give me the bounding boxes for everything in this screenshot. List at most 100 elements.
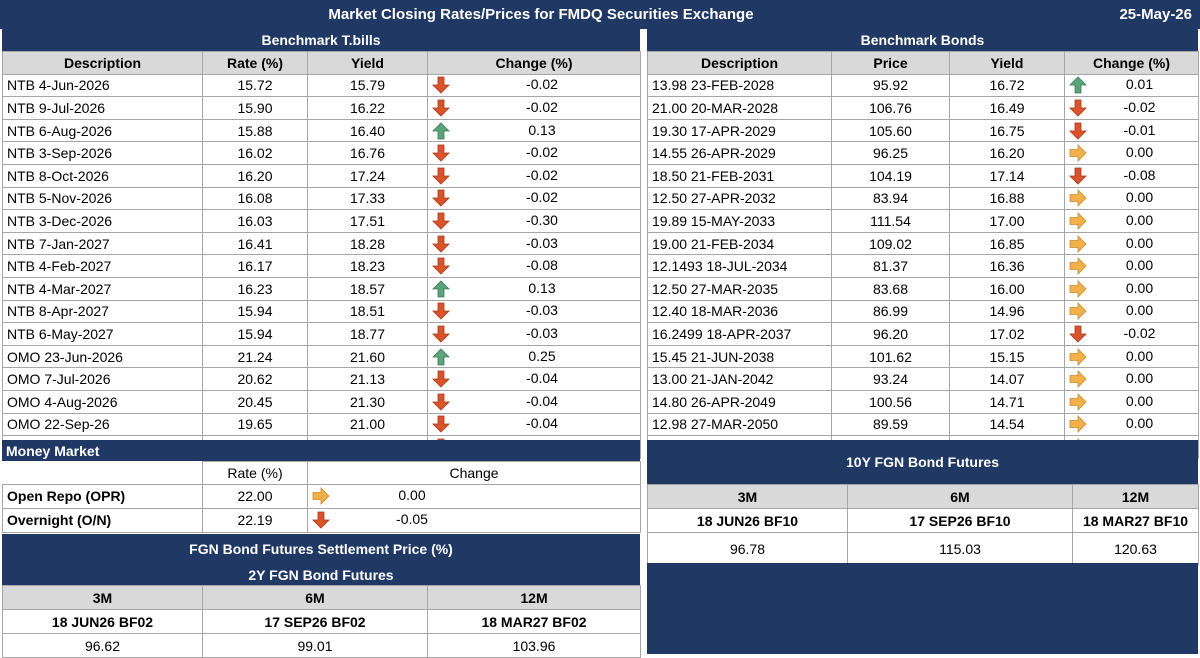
description-cell: NTB 3-Sep-2026 <box>2 141 203 165</box>
money-market-table: Rate (%) Change Open Repo (OPR) 22.00 0.00… <box>2 461 641 533</box>
settlement-price-cell: 115.03 <box>847 532 1073 565</box>
change-value: 0.00 <box>1125 415 1154 432</box>
description-cell: NTB 7-Jan-2027 <box>2 231 203 256</box>
change-cell: 0.00 <box>1064 299 1199 324</box>
contract-cell: 17 SEP26 BF02 <box>202 609 428 634</box>
yield-cell: 17.24 <box>307 163 428 188</box>
orange-right-arrow-icon <box>1069 279 1089 298</box>
change-value: -0.03 <box>526 234 558 251</box>
tbill-row: NTB 3-Dec-2026 16.03 17.51 -0.30 <box>2 209 641 233</box>
red-down-arrow-icon <box>432 76 452 94</box>
mm-rate-header: Rate (%) <box>202 461 308 485</box>
change-value: 0.00 <box>1125 279 1154 296</box>
change-value: -0.04 <box>526 392 558 409</box>
title-bar: Market Closing Rates/Prices for FMDQ Sec… <box>0 0 1200 29</box>
yield-cell: 18.51 <box>307 299 428 324</box>
price-cell: 101.62 <box>831 344 950 369</box>
description-cell: NTB 8-Oct-2026 <box>2 163 203 188</box>
contract-cell: 18 JUN26 BF10 <box>647 508 848 533</box>
red-down-arrow-icon <box>432 144 452 162</box>
description-cell: 12.1493 18-JUL-2034 <box>647 254 832 278</box>
red-down-arrow-icon <box>432 257 452 275</box>
change-value: 0.01 <box>1125 76 1154 93</box>
tbill-row: NTB 4-Jun-2026 15.72 15.79 -0.02 <box>2 73 641 98</box>
description-cell: 19.89 15-MAY-2033 <box>647 209 832 233</box>
change-value: -0.04 <box>526 415 558 432</box>
change-cell: -0.04 <box>427 389 641 414</box>
futures-2y-title: 2Y FGN Bond Futures <box>2 564 640 585</box>
orange-right-arrow-icon <box>1069 392 1089 411</box>
orange-right-arrow-icon <box>1069 257 1089 276</box>
description-cell: NTB 4-Mar-2027 <box>2 276 203 301</box>
yield-cell: 16.40 <box>307 118 428 143</box>
price-cell: 96.25 <box>831 141 950 165</box>
change-value: 0.00 <box>1125 189 1154 206</box>
yield-cell: 16.75 <box>949 118 1065 143</box>
change-cell: -0.02 <box>1064 322 1199 346</box>
tbill-row: NTB 9-Jul-2026 15.90 16.22 -0.02 <box>2 96 641 120</box>
change-cell: 0.00 <box>1064 254 1199 278</box>
change-cell: 0.00 <box>1064 367 1199 391</box>
change-value: 0.00 <box>1125 370 1154 387</box>
orange-right-arrow-icon <box>1069 415 1089 434</box>
change-value: 0.13 <box>528 279 556 296</box>
description-cell: NTB 9-Jul-2026 <box>2 96 203 120</box>
yield-cell: 17.33 <box>307 186 428 211</box>
tbills-section-title: Benchmark T.bills <box>2 29 640 51</box>
change-cell: 0.25 <box>427 344 641 369</box>
col-price: Price <box>831 51 950 75</box>
bond-row: 12.50 27-MAR-2035 83.68 16.00 0.00 <box>647 276 1199 301</box>
change-cell: -0.02 <box>427 186 641 211</box>
tbill-row: NTB 5-Nov-2026 16.08 17.33 -0.02 <box>2 186 641 211</box>
price-cell: 104.19 <box>831 163 950 188</box>
yield-cell: 16.49 <box>949 96 1065 120</box>
change-value: -0.30 <box>526 211 558 228</box>
tbill-row: NTB 4-Mar-2027 16.23 18.57 0.13 <box>2 276 641 301</box>
change-value: 0.00 <box>1125 392 1154 409</box>
change-cell: -0.02 <box>427 141 641 165</box>
yield-cell: 17.51 <box>307 209 428 233</box>
red-down-arrow-icon <box>432 189 452 207</box>
description-cell: 12.98 27-MAR-2050 <box>647 412 832 437</box>
rate-cell: 21.24 <box>202 344 308 369</box>
change-value: 0.13 <box>528 121 556 138</box>
change-cell: -0.08 <box>1064 163 1199 188</box>
change-value: -0.05 <box>396 511 428 528</box>
orange-right-arrow-icon <box>1069 211 1089 230</box>
description-cell: 12.50 27-MAR-2035 <box>647 276 832 301</box>
price-cell: 89.59 <box>831 412 950 437</box>
description-cell: 14.80 26-APR-2049 <box>647 389 832 414</box>
change-value: 0.00 <box>398 487 426 504</box>
money-market-header-row: Rate (%) Change <box>2 461 641 485</box>
bond-row: 12.1493 18-JUL-2034 81.37 16.36 0.00 <box>647 254 1199 278</box>
col-change: Change (%) <box>1064 51 1199 75</box>
change-cell: -0.30 <box>427 209 641 233</box>
rate-cell: 16.20 <box>202 163 308 188</box>
yield-cell: 18.57 <box>307 276 428 301</box>
yield-cell: 18.77 <box>307 322 428 346</box>
description-cell: NTB 4-Feb-2027 <box>2 254 203 278</box>
rate-cell: 20.62 <box>202 367 308 391</box>
change-cell: -0.01 <box>1064 118 1199 143</box>
change-value: -0.08 <box>526 257 558 274</box>
change-value: 0.00 <box>1125 211 1154 228</box>
settlement-price-cell: 96.78 <box>647 532 848 565</box>
change-value: 0.00 <box>1125 347 1154 364</box>
change-value: -0.02 <box>526 98 558 115</box>
report-date: 25-May-26 <box>1119 6 1192 23</box>
bond-row: 12.40 18-MAR-2036 86.99 14.96 0.00 <box>647 299 1199 324</box>
orange-right-arrow-icon <box>1069 144 1089 163</box>
tenor-row: 3M 6M 12M <box>2 585 641 610</box>
change-value: -0.02 <box>1123 324 1156 341</box>
yield-cell: 18.28 <box>307 231 428 256</box>
tbill-row: OMO 23-Jun-2026 21.24 21.60 0.25 <box>2 344 641 369</box>
description-cell: 21.00 20-MAR-2028 <box>647 96 832 120</box>
change-cell: -0.04 <box>427 367 641 391</box>
yield-cell: 18.23 <box>307 254 428 278</box>
description-cell: 14.55 26-APR-2029 <box>647 141 832 165</box>
price-cell: 111.54 <box>831 209 950 233</box>
bond-row: 14.55 26-APR-2029 96.25 16.20 0.00 <box>647 141 1199 165</box>
change-cell: -0.04 <box>427 412 641 437</box>
rate-cell: 20.45 <box>202 389 308 414</box>
bond-row: 16.2499 18-APR-2037 96.20 17.02 -0.02 <box>647 322 1199 346</box>
